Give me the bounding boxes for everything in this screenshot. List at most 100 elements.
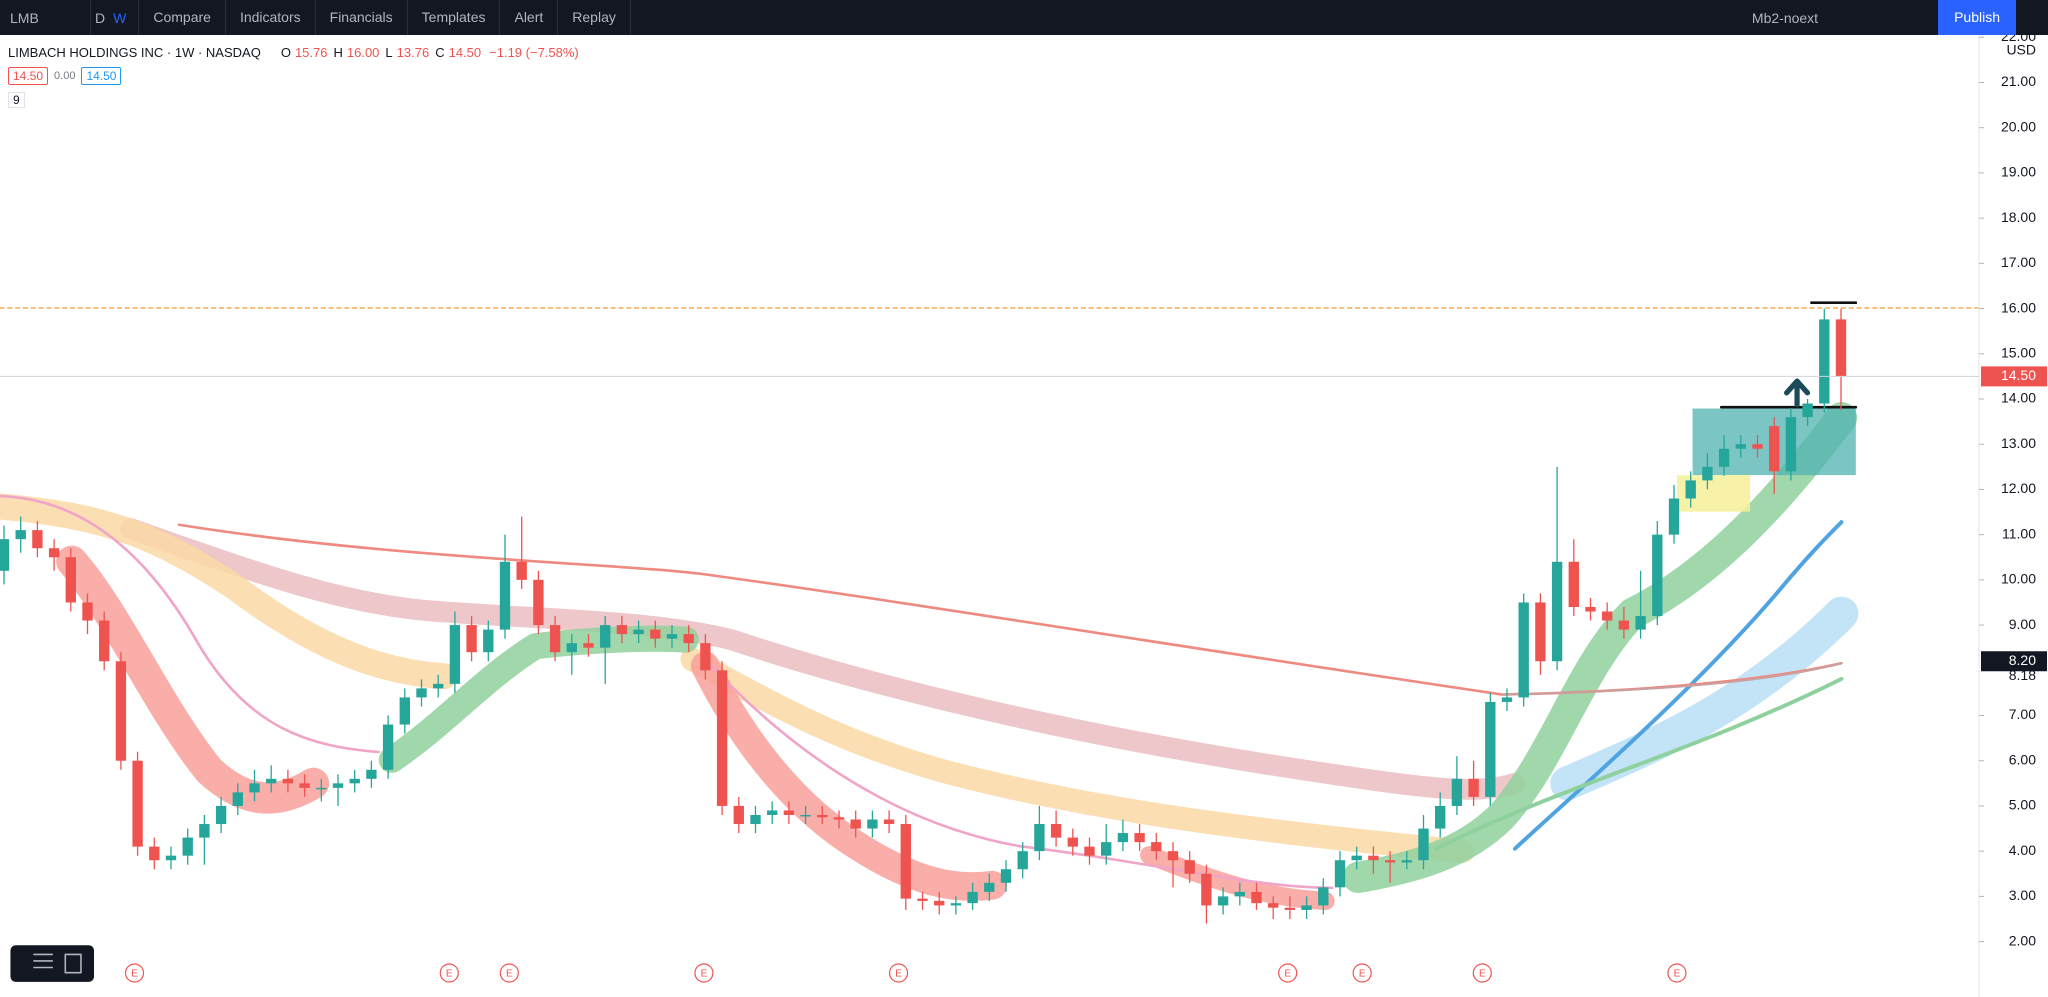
toolbar-button[interactable]: Compare bbox=[139, 0, 226, 35]
candle-body bbox=[449, 625, 461, 684]
candle-body bbox=[767, 810, 778, 815]
y-tick-label: 15.00 bbox=[2001, 344, 2036, 360]
change: −1.19 (−7.58%) bbox=[489, 44, 579, 60]
y-tick-label: 22.00 bbox=[2001, 35, 2036, 44]
candle-body bbox=[382, 724, 394, 770]
candle-body bbox=[1067, 837, 1078, 847]
candle-body bbox=[549, 625, 561, 653]
candle-body bbox=[466, 625, 477, 653]
spread: 0.00 bbox=[54, 70, 76, 82]
earnings-marker bbox=[888, 963, 909, 983]
last-price-tag bbox=[1981, 366, 2047, 387]
ohlc-value: 15.76 bbox=[294, 44, 328, 60]
candle-body bbox=[817, 814, 828, 818]
candle-body bbox=[1134, 833, 1145, 843]
candle-body bbox=[232, 792, 243, 806]
y-tick-label: 18.00 bbox=[2001, 209, 2036, 225]
y-tick-label: 10.00 bbox=[2001, 571, 2036, 587]
candle-body bbox=[883, 819, 895, 825]
candle-body bbox=[850, 819, 861, 829]
candle-body bbox=[1735, 444, 1746, 449]
toolbar-button[interactable]: Replay bbox=[558, 0, 631, 35]
candle-body bbox=[650, 629, 661, 639]
candle-body bbox=[1618, 620, 1630, 630]
candle-body bbox=[366, 769, 377, 779]
candle-body bbox=[1234, 891, 1245, 897]
candle-body bbox=[1635, 616, 1646, 630]
candle-body bbox=[399, 697, 410, 725]
candle-body bbox=[1668, 498, 1680, 535]
symbol-title: LIMBACH HOLDINGS INC · 1W · NASDAQ bbox=[8, 44, 261, 60]
earnings-label: E bbox=[1674, 969, 1681, 980]
candle-body bbox=[917, 898, 928, 901]
candle-body bbox=[1718, 448, 1730, 467]
earnings-label: E bbox=[1479, 969, 1486, 980]
separator bbox=[138, 0, 140, 35]
candle-body bbox=[316, 787, 327, 790]
candle-body bbox=[15, 530, 26, 540]
ohlc: O 15.76 H 16.00 L 13.76 C 14.50 bbox=[281, 45, 483, 60]
ohlc-label: O bbox=[280, 44, 291, 60]
interval[interactable]: W bbox=[113, 9, 127, 26]
publish-button[interactable]: Publish bbox=[1938, 0, 2016, 35]
ohlc-value: 16.00 bbox=[346, 44, 380, 60]
candle-body bbox=[215, 805, 227, 825]
y-tick-label: 13.00 bbox=[2001, 435, 2036, 451]
candle-body bbox=[1351, 855, 1362, 861]
candle-body bbox=[984, 882, 995, 892]
candle-body bbox=[416, 688, 427, 698]
toolbar-button[interactable]: Alert bbox=[500, 0, 559, 35]
candle-body bbox=[1017, 851, 1028, 870]
ohlc-label: C bbox=[435, 44, 445, 60]
layout-name[interactable]: Mb2-noext bbox=[1751, 9, 1819, 26]
earnings-marker bbox=[1278, 963, 1298, 983]
candle-body bbox=[433, 683, 444, 689]
interval[interactable]: D bbox=[95, 9, 106, 26]
ohlc-label: H bbox=[333, 44, 343, 60]
candle-body bbox=[1702, 466, 1713, 481]
earnings-label: E bbox=[895, 969, 902, 980]
candle-body bbox=[1602, 611, 1613, 621]
candle-body bbox=[499, 561, 511, 630]
y-tick-label: 2.00 bbox=[2009, 932, 2036, 948]
candle-body bbox=[149, 846, 160, 861]
candle-body bbox=[332, 783, 344, 788]
candle-body bbox=[1167, 851, 1179, 861]
candle-body bbox=[199, 824, 210, 838]
legend: LIMBACH HOLDINGS INC · 1W · NASDAQ O 15.7… bbox=[8, 40, 579, 112]
y-tick-label: 9.00 bbox=[2009, 616, 2036, 632]
candle-body bbox=[0, 539, 10, 571]
chart: 2.00 3.00 4.00 5.00 6.00 7.00 9.00 10.00 11.00 12… bbox=[0, 35, 2047, 997]
toolbar-button[interactable]: Financials bbox=[316, 0, 408, 35]
top-toolbar: LMB D W Compare Indicators Financials Templ… bbox=[0, 0, 2048, 35]
y-tick-label: 16.00 bbox=[2001, 299, 2036, 315]
candle-body bbox=[783, 810, 795, 815]
candle-body bbox=[1785, 417, 1797, 472]
candle-body bbox=[165, 855, 177, 861]
candle-body bbox=[1835, 319, 1847, 377]
toolbar-button[interactable]: Templates bbox=[408, 0, 501, 35]
y-tick-label: 3.00 bbox=[2009, 887, 2036, 903]
candle-body bbox=[483, 629, 494, 653]
candle-body bbox=[1000, 869, 1012, 883]
candle-body bbox=[1551, 561, 1563, 662]
separator bbox=[90, 0, 91, 35]
toolbar-button[interactable]: Indicators bbox=[226, 0, 316, 35]
earnings-label: E bbox=[446, 969, 453, 980]
bid-ask: 14.50 0.00 14.50 bbox=[8, 64, 579, 88]
bid[interactable]: 14.50 bbox=[8, 67, 49, 85]
earnings-label: E bbox=[1359, 969, 1366, 980]
y-tick-label: 11.00 bbox=[2002, 525, 2036, 541]
ask[interactable]: 14.50 bbox=[81, 67, 122, 85]
candle-body bbox=[1217, 896, 1229, 906]
candle-body bbox=[48, 548, 60, 558]
collapsed-count[interactable]: 9 bbox=[8, 92, 25, 108]
candle-body bbox=[1752, 444, 1763, 449]
candle-body bbox=[733, 805, 744, 825]
symbol-search[interactable]: LMB bbox=[10, 9, 39, 26]
earnings-label: E bbox=[131, 969, 138, 980]
candle-body bbox=[1101, 842, 1112, 856]
last-price-label: 14.50 bbox=[2001, 367, 2036, 383]
candle-body bbox=[566, 643, 577, 653]
